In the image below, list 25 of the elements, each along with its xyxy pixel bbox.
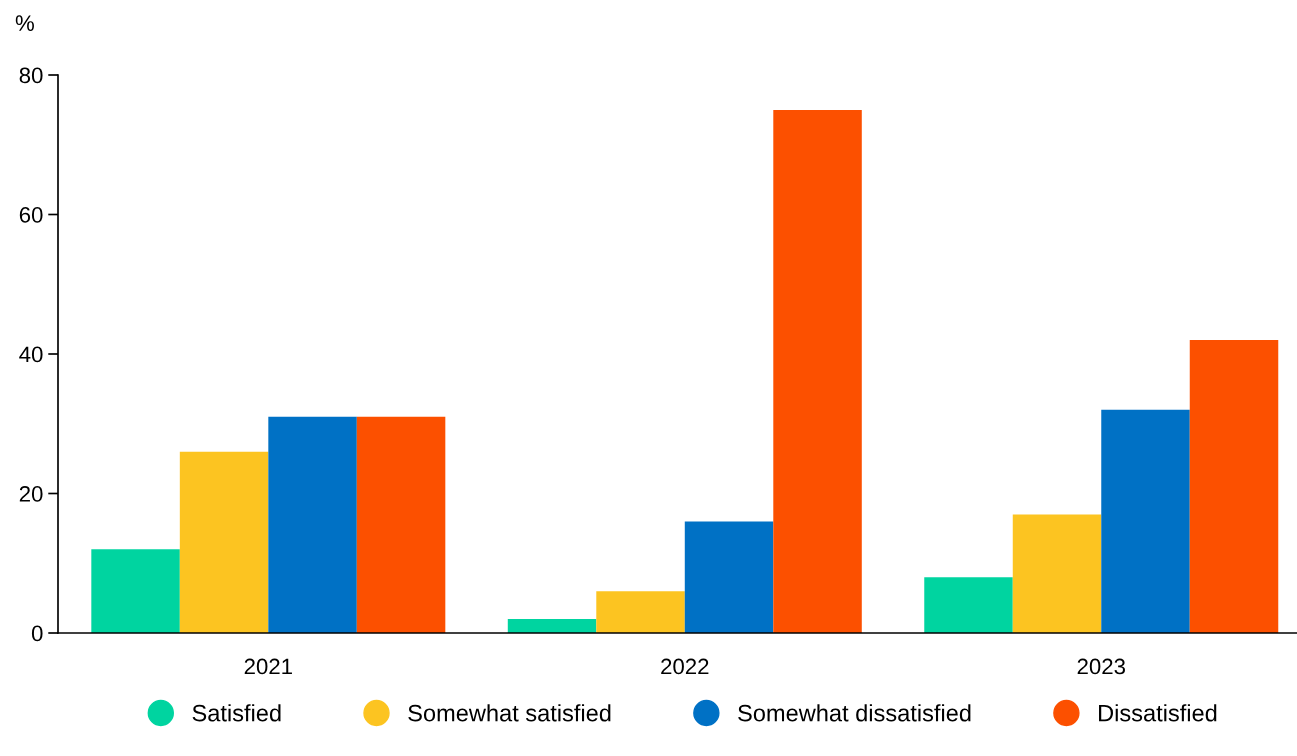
bar	[268, 416, 357, 633]
x-tick-label: 2021	[244, 658, 292, 675]
bar	[924, 577, 1013, 633]
y-tick-label: 20	[19, 486, 43, 502]
y-tick-label: 60	[19, 207, 43, 223]
bar	[684, 521, 774, 633]
bar	[1189, 340, 1279, 633]
y-tick-label: 80	[19, 67, 43, 84]
x-tick-label: 2023	[1077, 658, 1125, 675]
bar	[91, 549, 180, 633]
bar	[1012, 514, 1102, 633]
bar	[179, 451, 269, 633]
x-tick-label: 2022	[661, 658, 709, 675]
y-tick-label: 0	[31, 625, 43, 642]
legend-label: Dissatisfied	[1099, 704, 1217, 722]
y-tick-label: 40	[19, 346, 43, 363]
bar	[507, 619, 597, 633]
bar	[1101, 409, 1190, 633]
legend-label: Satisfied	[192, 704, 281, 722]
legend-label: Somewhat satisfied	[408, 704, 611, 722]
bar	[356, 416, 446, 633]
y-axis-title: %	[15, 15, 34, 31]
legend-label: Somewhat dissatisfied	[738, 704, 971, 722]
bar	[596, 591, 685, 633]
bar	[773, 109, 862, 633]
